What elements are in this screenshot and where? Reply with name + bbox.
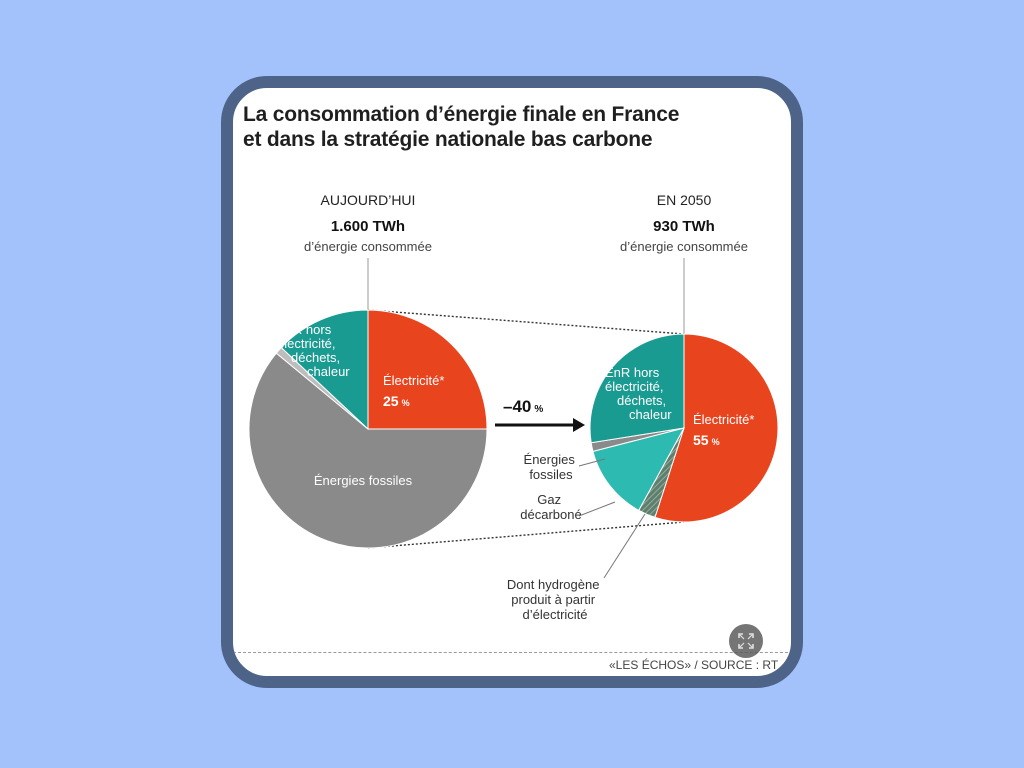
source-credit: «LES ÉCHOS» / SOURCE : RT bbox=[609, 658, 779, 672]
pie-today-slice-1 bbox=[248, 352, 488, 549]
label-enr-future-l1: EnR hors bbox=[605, 365, 660, 380]
label-elec-today: Électricité* bbox=[383, 373, 444, 388]
reduction-value: –40 bbox=[503, 397, 531, 416]
label-enr-today-l1: EnR hors bbox=[277, 322, 332, 337]
title-line-1: La consommation d’énergie finale en Fran… bbox=[243, 103, 680, 126]
pie-future bbox=[589, 333, 779, 523]
reduction-label: –40% bbox=[503, 397, 543, 416]
leader-gaz-future bbox=[578, 501, 616, 517]
today-period-label: AUJOURD’HUI bbox=[321, 192, 416, 208]
pie-future-slice-0 bbox=[654, 333, 779, 523]
label-gaz-future: Gaz décarboné bbox=[520, 492, 581, 522]
elec-future-pct-unit: % bbox=[712, 437, 720, 447]
future-total: 930 TWh bbox=[653, 218, 715, 235]
pie-charts: AUJOURD’HUI 1.600 TWh d’énergie consommé… bbox=[248, 192, 779, 622]
chart-card: La consommation d’énergie finale en Fran… bbox=[221, 76, 803, 688]
label-hydrogene-future-l2: produit à partir bbox=[511, 592, 595, 607]
expand-button[interactable] bbox=[729, 624, 763, 658]
leader-fossiles-future bbox=[578, 458, 606, 467]
footer-divider bbox=[233, 652, 791, 653]
label-enr-future-l2: électricité, bbox=[605, 379, 664, 394]
reduction-unit: % bbox=[534, 404, 543, 415]
future-period-label: EN 2050 bbox=[657, 192, 712, 208]
connector-bottom bbox=[367, 521, 685, 549]
leader-hydrogene-future bbox=[603, 513, 646, 579]
pie-future-slice-2 bbox=[592, 427, 685, 512]
label-enr-today-l3: déchets, bbox=[291, 350, 340, 365]
reduction-arrow-head bbox=[573, 418, 585, 432]
label-hydrogene-future-l3: d’électricité bbox=[522, 607, 587, 622]
label-hydrogene-future: Dont hydrogène produit à partir d’électr… bbox=[507, 577, 603, 622]
future-total-sub: d’énergie consommée bbox=[620, 239, 748, 254]
pie-future-slice-4 bbox=[589, 333, 685, 444]
today-total-sub: d’énergie consommée bbox=[304, 239, 432, 254]
label-enr-today: EnR hors électricité, déchets, chaleur bbox=[277, 322, 350, 379]
chart-title: La consommation d’énergie finale en Fran… bbox=[243, 102, 783, 152]
label-enr-future-l4: chaleur bbox=[629, 407, 672, 422]
label-fossiles-future: Énergies fossiles bbox=[524, 452, 579, 482]
label-gaz-future-l1: Gaz bbox=[537, 492, 561, 507]
label-enr-future-l3: déchets, bbox=[617, 393, 666, 408]
label-elec-future-pct: 55% bbox=[693, 432, 720, 448]
label-elec-future: Électricité* bbox=[693, 412, 754, 427]
elec-today-pct-value: 25 bbox=[383, 393, 399, 409]
pie-today-slice-3 bbox=[280, 309, 369, 431]
pie-today-slice-0 bbox=[367, 309, 488, 430]
label-elec-today-pct: 25% bbox=[383, 393, 410, 409]
label-enr-today-l4: chaleur bbox=[307, 364, 350, 379]
label-enr-future: EnR hors électricité, déchets, chaleur bbox=[605, 365, 672, 422]
label-fossiles-future-l1: Énergies bbox=[524, 452, 576, 467]
label-hydrogene-future-l1: Dont hydrogène bbox=[507, 577, 600, 592]
label-enr-today-l2: électricité, bbox=[277, 336, 336, 351]
label-fossiles-future-l2: fossiles bbox=[529, 467, 573, 482]
today-total: 1.600 TWh bbox=[331, 218, 405, 235]
title-line-2: et dans la stratégie nationale bas carbo… bbox=[243, 128, 653, 151]
connector-top bbox=[367, 309, 685, 335]
pie-today bbox=[248, 309, 488, 549]
expand-icon bbox=[738, 633, 754, 649]
label-gaz-future-l2: décarboné bbox=[520, 507, 581, 522]
elec-today-pct-unit: % bbox=[402, 398, 410, 408]
elec-future-pct-value: 55 bbox=[693, 432, 709, 448]
label-fossiles-today: Énergies fossiles bbox=[314, 473, 413, 488]
